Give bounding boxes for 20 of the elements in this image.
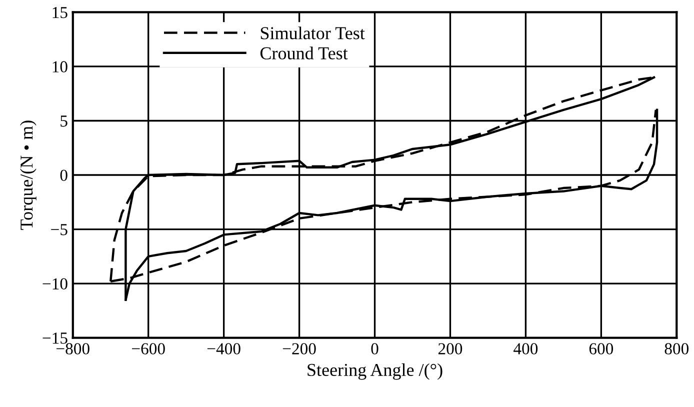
x-tick-label: 800 bbox=[664, 343, 689, 354]
x-tick-label: 600 bbox=[589, 343, 614, 354]
legend-label: Cround Test bbox=[260, 46, 348, 60]
x-tick-label: −600 bbox=[132, 343, 165, 354]
x-tick-label: 400 bbox=[514, 343, 538, 354]
y-tick-label: 10 bbox=[52, 61, 68, 72]
x-tick-label: −800 bbox=[56, 343, 90, 354]
y-tick-label: 0 bbox=[60, 170, 68, 181]
x-tick-label: 0 bbox=[371, 343, 378, 354]
x-tick-label: −200 bbox=[282, 343, 316, 354]
legend-label: Simulator Test bbox=[260, 26, 365, 40]
x-axis-title: Steering Angle /(°) bbox=[308, 363, 442, 380]
x-tick-label: 200 bbox=[438, 343, 462, 354]
y-tick-label: −10 bbox=[42, 278, 68, 290]
y-tick-label: 15 bbox=[52, 6, 68, 18]
y-tick-label: 5 bbox=[60, 116, 68, 127]
y-axis-title: Torque/(N • m) bbox=[20, 120, 36, 230]
x-tick-label: −400 bbox=[207, 343, 240, 354]
y-tick-label: −5 bbox=[51, 224, 68, 236]
y-tick-label: −15 bbox=[42, 332, 68, 344]
